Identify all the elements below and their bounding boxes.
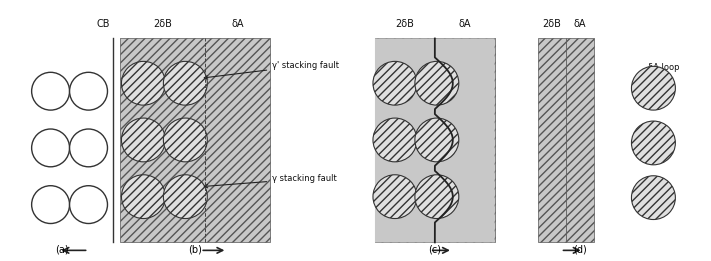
Bar: [565, 38, 594, 242]
Circle shape: [415, 118, 459, 162]
Circle shape: [164, 175, 208, 218]
Text: 2δB: 2δB: [395, 19, 415, 28]
Polygon shape: [435, 38, 495, 242]
Circle shape: [122, 175, 166, 218]
Circle shape: [373, 175, 417, 218]
Text: (b): (b): [188, 244, 202, 254]
Text: δA loop: δA loop: [635, 63, 680, 86]
Circle shape: [631, 121, 675, 165]
Text: (c): (c): [428, 244, 442, 254]
Circle shape: [122, 61, 166, 105]
Text: CB: CB: [97, 19, 110, 28]
Circle shape: [415, 61, 459, 105]
Circle shape: [373, 118, 417, 162]
Text: 2δB: 2δB: [154, 19, 172, 28]
Circle shape: [31, 129, 70, 167]
Circle shape: [164, 61, 208, 105]
Text: γ': γ': [48, 87, 54, 96]
Text: δA: δA: [232, 19, 244, 28]
Text: γ' stacking fault: γ' stacking fault: [204, 61, 339, 79]
Text: δA: δA: [573, 19, 586, 28]
Text: (a): (a): [55, 244, 68, 254]
Circle shape: [31, 186, 70, 223]
Bar: [375, 38, 435, 242]
Circle shape: [70, 186, 107, 223]
Circle shape: [415, 175, 459, 218]
Text: 2δB: 2δB: [542, 19, 561, 28]
Bar: [538, 38, 565, 242]
Circle shape: [373, 61, 417, 105]
Circle shape: [122, 118, 166, 162]
Text: (d): (d): [572, 244, 587, 254]
Circle shape: [70, 72, 107, 110]
Polygon shape: [375, 38, 453, 242]
Circle shape: [631, 66, 675, 110]
Text: δA: δA: [459, 19, 471, 28]
Bar: [120, 38, 270, 242]
Text: γ stacking fault: γ stacking fault: [204, 174, 337, 188]
Circle shape: [164, 118, 208, 162]
Circle shape: [70, 129, 107, 167]
Circle shape: [631, 176, 675, 220]
Bar: [435, 38, 495, 242]
Circle shape: [31, 72, 70, 110]
